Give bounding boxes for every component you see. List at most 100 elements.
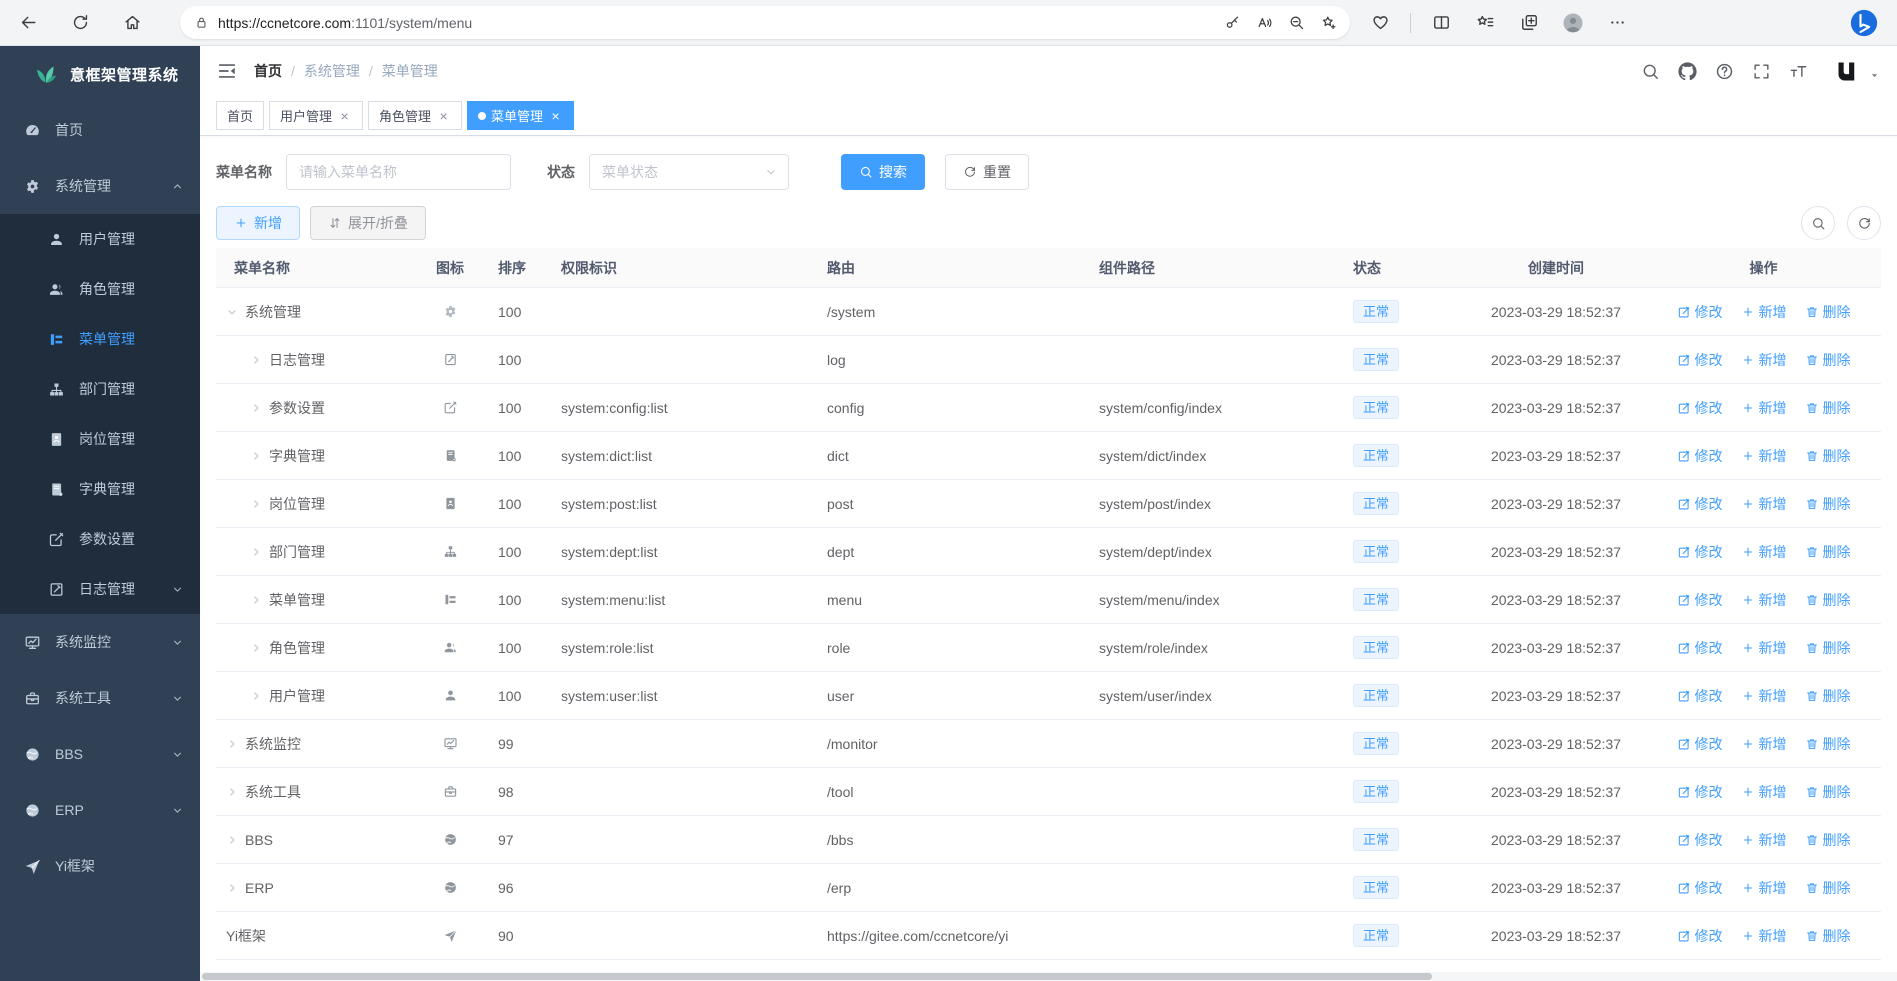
sidebar-item-log[interactable]: 日志管理 bbox=[0, 564, 200, 614]
table-refresh-round-button[interactable] bbox=[1847, 206, 1881, 240]
add-row-button[interactable]: 新增 bbox=[1741, 446, 1787, 466]
key-button[interactable] bbox=[1218, 9, 1246, 37]
add-row-button[interactable]: 新增 bbox=[1741, 686, 1787, 706]
sidebar-item-menu[interactable]: 菜单管理 bbox=[0, 314, 200, 364]
question-icon[interactable] bbox=[1715, 62, 1734, 81]
close-icon[interactable]: × bbox=[340, 107, 349, 124]
essentials-button[interactable] bbox=[1362, 5, 1398, 41]
add-row-button[interactable]: 新增 bbox=[1741, 350, 1787, 370]
star-add-button[interactable] bbox=[1314, 9, 1342, 37]
font-size-icon[interactable] bbox=[1789, 62, 1808, 81]
read-aloud-button[interactable] bbox=[1250, 9, 1278, 37]
edit-row-button[interactable]: 修改 bbox=[1677, 878, 1723, 898]
add-row-button[interactable]: 新增 bbox=[1741, 302, 1787, 322]
sidebar-item-yi[interactable]: Yi框架 bbox=[0, 838, 200, 894]
add-row-button[interactable]: 新增 bbox=[1741, 590, 1787, 610]
breadcrumb-system[interactable]: 系统管理 bbox=[303, 63, 360, 79]
sidebar-item-bbs[interactable]: BBS bbox=[0, 726, 200, 782]
delete-row-button[interactable]: 删除 bbox=[1805, 302, 1851, 322]
add-row-button[interactable]: 新增 bbox=[1741, 782, 1787, 802]
row-expand-icon[interactable] bbox=[250, 402, 262, 414]
browser-home-button[interactable] bbox=[114, 5, 150, 41]
browser-back-button[interactable] bbox=[10, 5, 46, 41]
tab-用户管理[interactable]: 用户管理 × bbox=[269, 101, 364, 130]
delete-row-button[interactable]: 删除 bbox=[1805, 734, 1851, 754]
sidebar-item-config[interactable]: 参数设置 bbox=[0, 514, 200, 564]
edit-row-button[interactable]: 修改 bbox=[1677, 446, 1723, 466]
sidebar-item-dict[interactable]: 字典管理 bbox=[0, 464, 200, 514]
sidebar-item-post[interactable]: 岗位管理 bbox=[0, 414, 200, 464]
bing-copilot-button[interactable] bbox=[1845, 4, 1883, 42]
row-expand-icon[interactable] bbox=[250, 546, 262, 558]
more-button[interactable] bbox=[1599, 5, 1635, 41]
profile-button[interactable] bbox=[1555, 5, 1591, 41]
sidebar-item-system[interactable]: 系统管理 bbox=[0, 158, 200, 214]
delete-row-button[interactable]: 删除 bbox=[1805, 830, 1851, 850]
row-expand-icon[interactable] bbox=[226, 882, 238, 894]
edit-row-button[interactable]: 修改 bbox=[1677, 782, 1723, 802]
add-row-button[interactable]: 新增 bbox=[1741, 830, 1787, 850]
tab-首页[interactable]: 首页 bbox=[216, 101, 265, 130]
reset-button[interactable]: 重置 bbox=[945, 154, 1029, 190]
edit-row-button[interactable]: 修改 bbox=[1677, 350, 1723, 370]
row-expand-icon[interactable] bbox=[250, 690, 262, 702]
edit-row-button[interactable]: 修改 bbox=[1677, 494, 1723, 514]
row-expand-icon[interactable] bbox=[226, 306, 238, 318]
edit-row-button[interactable]: 修改 bbox=[1677, 686, 1723, 706]
add-row-button[interactable]: 新增 bbox=[1741, 542, 1787, 562]
horizontal-scrollbar[interactable] bbox=[200, 972, 1897, 981]
sidebar-item-monitor[interactable]: 系统监控 bbox=[0, 614, 200, 670]
sidebar-item-dept[interactable]: 部门管理 bbox=[0, 364, 200, 414]
search-button[interactable]: 搜索 bbox=[841, 154, 925, 190]
browser-refresh-button[interactable] bbox=[62, 5, 98, 41]
row-expand-icon[interactable] bbox=[226, 786, 238, 798]
split-screen-button[interactable] bbox=[1423, 5, 1459, 41]
row-expand-icon[interactable] bbox=[250, 642, 262, 654]
sidebar-item-tool[interactable]: 系统工具 bbox=[0, 670, 200, 726]
fullscreen-icon[interactable] bbox=[1752, 62, 1771, 81]
breadcrumb-home[interactable]: 首页 bbox=[254, 63, 282, 79]
delete-row-button[interactable]: 删除 bbox=[1805, 638, 1851, 658]
search-icon[interactable] bbox=[1641, 62, 1660, 81]
row-expand-icon[interactable] bbox=[250, 594, 262, 606]
github-icon[interactable] bbox=[1678, 61, 1697, 81]
delete-row-button[interactable]: 删除 bbox=[1805, 782, 1851, 802]
app-logo[interactable]: 意框架管理系统 bbox=[0, 46, 200, 102]
edit-row-button[interactable]: 修改 bbox=[1677, 398, 1723, 418]
status-select[interactable]: 菜单状态 bbox=[589, 154, 789, 190]
edit-row-button[interactable]: 修改 bbox=[1677, 734, 1723, 754]
sidebar-item-home[interactable]: 首页 bbox=[0, 102, 200, 158]
tab-菜单管理[interactable]: 菜单管理 × bbox=[467, 101, 575, 130]
delete-row-button[interactable]: 删除 bbox=[1805, 878, 1851, 898]
edit-row-button[interactable]: 修改 bbox=[1677, 590, 1723, 610]
close-icon[interactable]: × bbox=[439, 107, 448, 124]
delete-row-button[interactable]: 删除 bbox=[1805, 446, 1851, 466]
address-bar[interactable]: https://ccnetcore.com:1101/system/menu bbox=[180, 6, 1350, 39]
sidebar-item-role[interactable]: 角色管理 bbox=[0, 264, 200, 314]
expand-collapse-button[interactable]: 展开/折叠 bbox=[310, 206, 426, 240]
delete-row-button[interactable]: 删除 bbox=[1805, 590, 1851, 610]
row-expand-icon[interactable] bbox=[226, 738, 238, 750]
add-row-button[interactable]: 新增 bbox=[1741, 638, 1787, 658]
favorites-bar-button[interactable] bbox=[1467, 5, 1503, 41]
close-icon[interactable]: × bbox=[551, 107, 560, 124]
edit-row-button[interactable]: 修改 bbox=[1677, 542, 1723, 562]
sidebar-fold-icon[interactable] bbox=[216, 60, 238, 82]
row-expand-icon[interactable] bbox=[226, 834, 238, 846]
delete-row-button[interactable]: 删除 bbox=[1805, 398, 1851, 418]
delete-row-button[interactable]: 删除 bbox=[1805, 926, 1851, 946]
scrollbar-thumb[interactable] bbox=[202, 973, 1432, 980]
row-expand-icon[interactable] bbox=[250, 450, 262, 462]
add-menu-button[interactable]: 新增 bbox=[216, 206, 300, 240]
url-text[interactable]: https://ccnetcore.com:1101/system/menu bbox=[218, 14, 473, 31]
add-row-button[interactable]: 新增 bbox=[1741, 734, 1787, 754]
add-row-button[interactable]: 新增 bbox=[1741, 494, 1787, 514]
edit-row-button[interactable]: 修改 bbox=[1677, 638, 1723, 658]
delete-row-button[interactable]: 删除 bbox=[1805, 686, 1851, 706]
menu-name-input[interactable] bbox=[286, 154, 511, 190]
row-expand-icon[interactable] bbox=[250, 354, 262, 366]
edit-row-button[interactable]: 修改 bbox=[1677, 926, 1723, 946]
sidebar-item-erp[interactable]: ERP bbox=[0, 782, 200, 838]
add-row-button[interactable]: 新增 bbox=[1741, 926, 1787, 946]
edit-row-button[interactable]: 修改 bbox=[1677, 302, 1723, 322]
